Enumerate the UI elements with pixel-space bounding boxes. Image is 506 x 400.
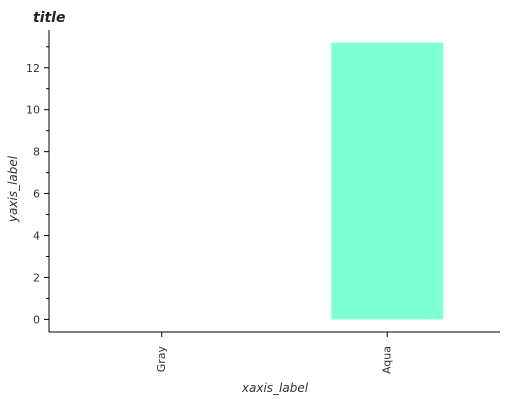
x-tick-label: Aqua xyxy=(380,346,393,374)
y-tick-label: 4 xyxy=(33,230,40,243)
y-tick-label: 10 xyxy=(26,104,40,117)
y-tick-label: 6 xyxy=(33,188,40,201)
y-tick-label: 2 xyxy=(33,271,40,284)
bars-layer xyxy=(331,42,444,320)
axes-layer: 0 2 4 6 8 10 12 Gray Aqua xyxy=(26,30,500,374)
chart-title: title xyxy=(33,10,65,26)
bar-aqua xyxy=(331,42,444,320)
y-tick-label: 12 xyxy=(26,62,40,75)
x-axis-label: xaxis_label xyxy=(241,381,309,395)
y-tick-label: 0 xyxy=(33,313,40,326)
y-axis-label: yaxis_label xyxy=(6,155,20,223)
y-tick-label: 8 xyxy=(33,146,40,159)
x-tick-label: Gray xyxy=(155,346,168,373)
